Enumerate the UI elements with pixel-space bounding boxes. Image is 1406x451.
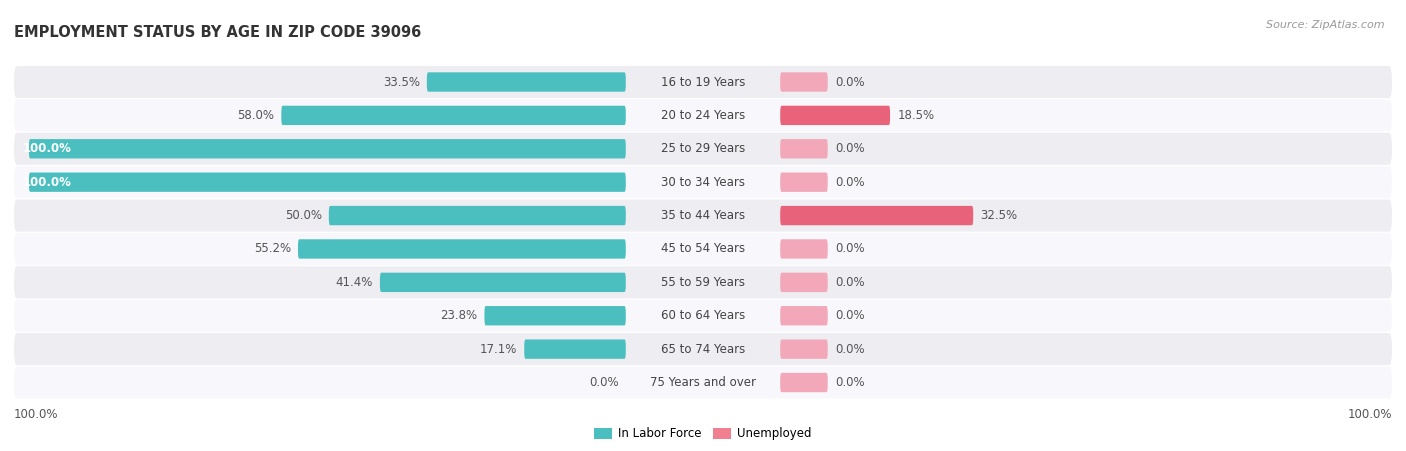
- FancyBboxPatch shape: [780, 340, 828, 359]
- Text: 58.0%: 58.0%: [238, 109, 274, 122]
- FancyBboxPatch shape: [780, 72, 828, 92]
- Text: 0.0%: 0.0%: [835, 243, 865, 255]
- FancyBboxPatch shape: [524, 340, 626, 359]
- FancyBboxPatch shape: [14, 300, 1392, 332]
- Text: 17.1%: 17.1%: [479, 343, 517, 356]
- Text: 100.0%: 100.0%: [22, 142, 72, 155]
- FancyBboxPatch shape: [30, 172, 626, 192]
- FancyBboxPatch shape: [14, 166, 1392, 198]
- Text: 0.0%: 0.0%: [835, 376, 865, 389]
- FancyBboxPatch shape: [780, 273, 828, 292]
- Legend: In Labor Force, Unemployed: In Labor Force, Unemployed: [589, 423, 817, 445]
- Text: 25 to 29 Years: 25 to 29 Years: [661, 142, 745, 155]
- Text: 50.0%: 50.0%: [284, 209, 322, 222]
- FancyBboxPatch shape: [485, 306, 626, 326]
- Text: Source: ZipAtlas.com: Source: ZipAtlas.com: [1267, 20, 1385, 30]
- FancyBboxPatch shape: [14, 99, 1392, 131]
- Text: 100.0%: 100.0%: [1347, 408, 1392, 421]
- FancyBboxPatch shape: [298, 239, 626, 258]
- FancyBboxPatch shape: [329, 206, 626, 225]
- FancyBboxPatch shape: [14, 367, 1392, 399]
- Text: 55.2%: 55.2%: [253, 243, 291, 255]
- Text: 55 to 59 Years: 55 to 59 Years: [661, 276, 745, 289]
- FancyBboxPatch shape: [14, 267, 1392, 299]
- Text: 60 to 64 Years: 60 to 64 Years: [661, 309, 745, 322]
- FancyBboxPatch shape: [14, 333, 1392, 365]
- Text: 0.0%: 0.0%: [835, 75, 865, 88]
- FancyBboxPatch shape: [427, 72, 626, 92]
- FancyBboxPatch shape: [14, 133, 1392, 165]
- FancyBboxPatch shape: [14, 233, 1392, 265]
- Text: 41.4%: 41.4%: [336, 276, 373, 289]
- FancyBboxPatch shape: [780, 239, 828, 258]
- Text: 0.0%: 0.0%: [835, 276, 865, 289]
- FancyBboxPatch shape: [380, 273, 626, 292]
- Text: EMPLOYMENT STATUS BY AGE IN ZIP CODE 39096: EMPLOYMENT STATUS BY AGE IN ZIP CODE 390…: [14, 25, 422, 40]
- FancyBboxPatch shape: [30, 139, 626, 158]
- Text: 100.0%: 100.0%: [14, 408, 59, 421]
- Text: 0.0%: 0.0%: [835, 142, 865, 155]
- FancyBboxPatch shape: [14, 199, 1392, 232]
- FancyBboxPatch shape: [780, 139, 828, 158]
- FancyBboxPatch shape: [281, 106, 626, 125]
- FancyBboxPatch shape: [780, 306, 828, 326]
- Text: 30 to 34 Years: 30 to 34 Years: [661, 176, 745, 189]
- FancyBboxPatch shape: [14, 66, 1392, 98]
- Text: 0.0%: 0.0%: [835, 176, 865, 189]
- Text: 16 to 19 Years: 16 to 19 Years: [661, 75, 745, 88]
- Text: 33.5%: 33.5%: [382, 75, 420, 88]
- Text: 32.5%: 32.5%: [980, 209, 1018, 222]
- Text: 23.8%: 23.8%: [440, 309, 477, 322]
- Text: 100.0%: 100.0%: [22, 176, 72, 189]
- Text: 35 to 44 Years: 35 to 44 Years: [661, 209, 745, 222]
- Text: 75 Years and over: 75 Years and over: [650, 376, 756, 389]
- FancyBboxPatch shape: [780, 172, 828, 192]
- Text: 20 to 24 Years: 20 to 24 Years: [661, 109, 745, 122]
- Text: 0.0%: 0.0%: [589, 376, 619, 389]
- FancyBboxPatch shape: [780, 206, 973, 225]
- Text: 65 to 74 Years: 65 to 74 Years: [661, 343, 745, 356]
- Text: 0.0%: 0.0%: [835, 309, 865, 322]
- FancyBboxPatch shape: [780, 373, 828, 392]
- Text: 0.0%: 0.0%: [835, 343, 865, 356]
- Text: 45 to 54 Years: 45 to 54 Years: [661, 243, 745, 255]
- Text: 18.5%: 18.5%: [897, 109, 935, 122]
- FancyBboxPatch shape: [780, 106, 890, 125]
